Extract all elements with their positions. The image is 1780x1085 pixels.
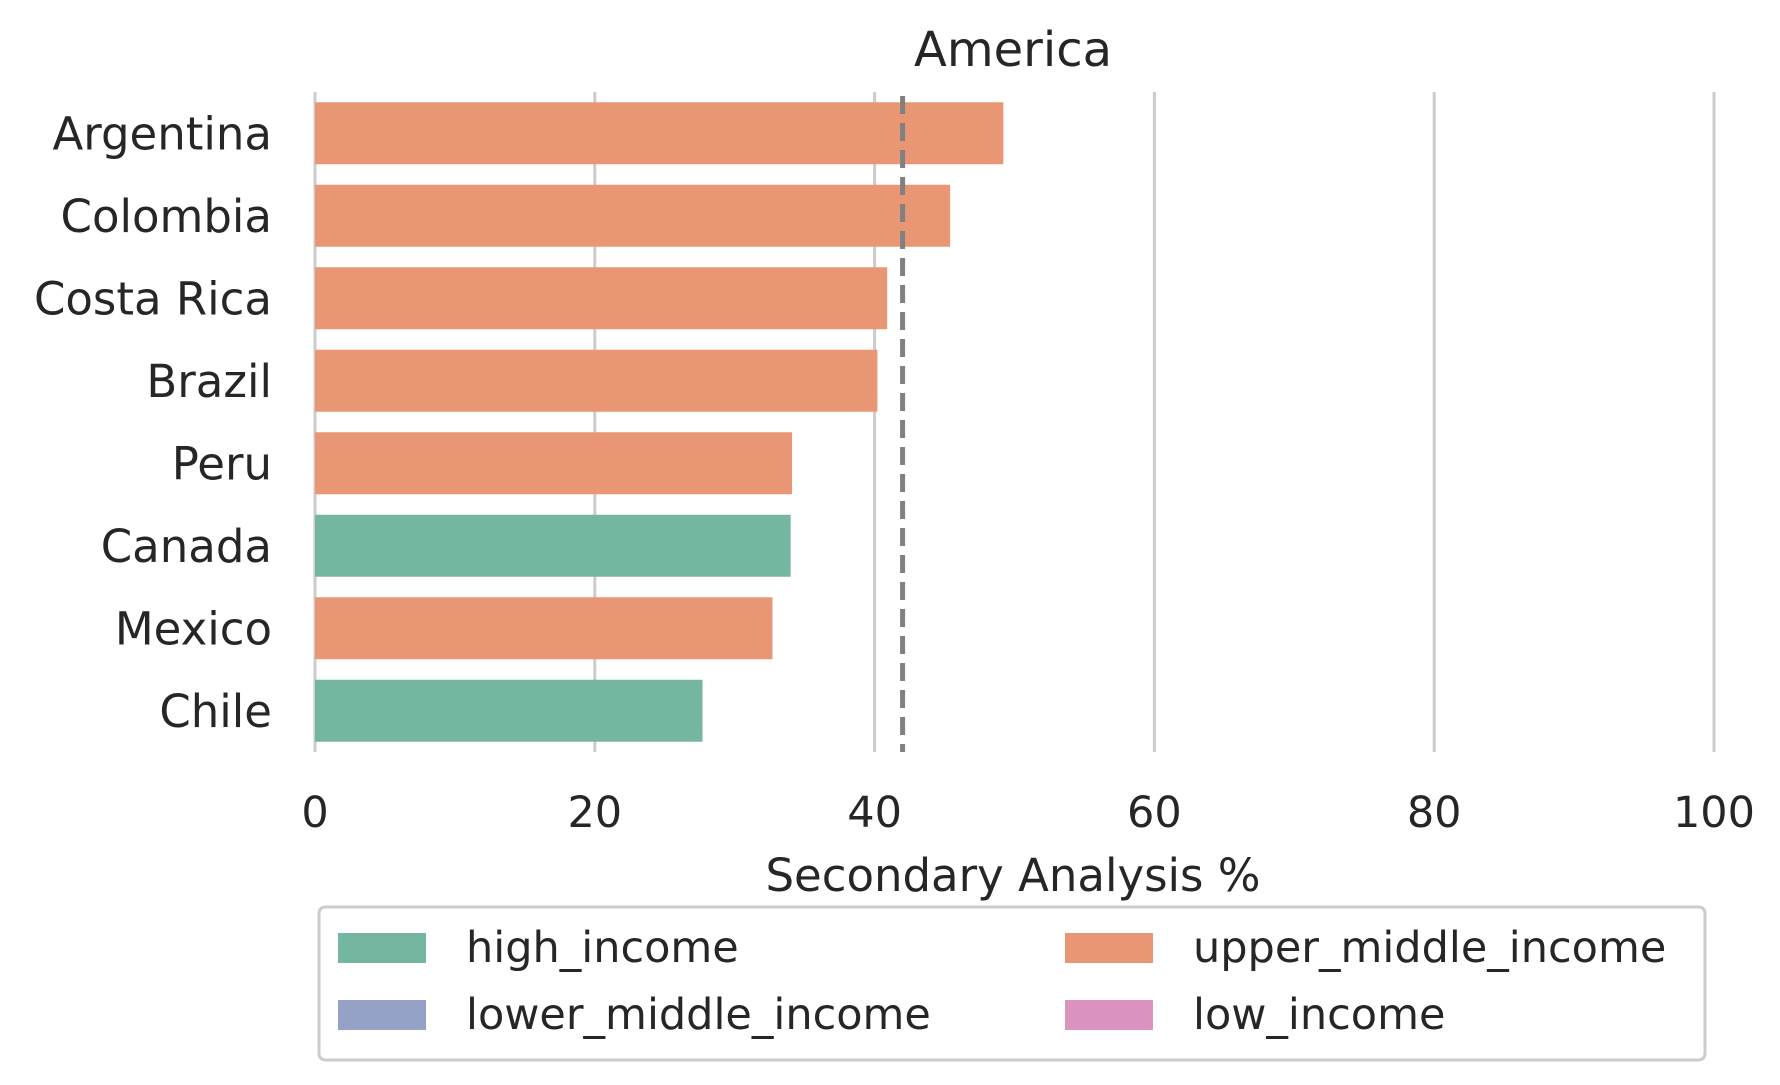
y-tick-label: Argentina (52, 107, 272, 160)
x-tick-label: 0 (301, 788, 328, 838)
x-tick-label: 60 (1127, 788, 1182, 838)
legend-label: low_income (1193, 990, 1445, 1040)
x-tick-label: 20 (567, 788, 622, 838)
legend-swatch-upper-middle-income (1065, 933, 1153, 963)
bars (315, 102, 1004, 742)
chart-title: America (914, 22, 1112, 78)
bar-chile (315, 679, 703, 742)
y-tick-label: Mexico (115, 602, 272, 655)
legend-swatch-lower-middle-income (338, 1000, 426, 1030)
x-tick-label: 40 (847, 788, 902, 838)
legend-box (317, 905, 1707, 1062)
bar-mexico (315, 597, 773, 660)
x-axis-label: Secondary Analysis % (765, 849, 1260, 902)
legend-swatch-high-income (338, 933, 426, 963)
y-tick-label: Costa Rica (34, 272, 272, 325)
y-tick-labels: Argentina Colombia Costa Rica Brazil Peru Can… (34, 107, 272, 738)
legend-label: high_income (466, 923, 739, 973)
bar-peru (315, 432, 793, 495)
bar-brazil (315, 349, 878, 412)
x-tick-label: 100 (1673, 788, 1755, 838)
bar-costa-rica (315, 267, 888, 330)
y-tick-label: Brazil (146, 355, 272, 408)
legend-label: lower_middle_income (466, 990, 931, 1040)
x-tick-labels: 0 20 40 60 80 100 (301, 788, 1755, 838)
legend: high_income lower_middle_income upper_midd… (317, 905, 1707, 1062)
legend-swatch-low-income (1065, 1000, 1153, 1030)
y-tick-label: Colombia (61, 190, 272, 243)
bar-canada (315, 514, 791, 577)
y-tick-label: Chile (159, 685, 272, 738)
legend-label: upper_middle_income (1193, 923, 1666, 973)
bar-argentina (315, 102, 1004, 165)
y-tick-label: Peru (172, 437, 272, 490)
y-tick-label: Canada (101, 520, 272, 573)
bar-colombia (315, 184, 951, 247)
x-tick-label: 80 (1407, 788, 1462, 838)
